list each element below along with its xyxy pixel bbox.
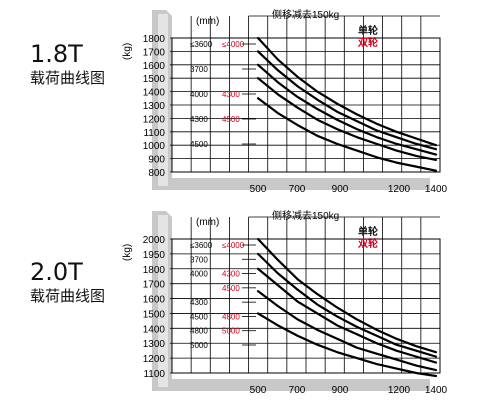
load-curve: [256, 312, 438, 378]
mast-height-single: 4300: [190, 115, 208, 124]
y-tick-label: 900: [148, 155, 165, 166]
mast-height-double: 4300: [222, 270, 240, 279]
y-tick-label: 1100: [143, 369, 165, 380]
panel-title: 2.0T: [30, 258, 83, 286]
y-tick-label: 1200: [143, 354, 166, 365]
mast-height-double: 5000: [222, 327, 240, 336]
y-unit-label: (kg): [122, 244, 133, 261]
load-curve: [256, 97, 438, 172]
mast-height-single: ≤3600: [190, 40, 213, 49]
load-curve: [256, 237, 438, 354]
x-tick-label: 700: [289, 184, 306, 195]
load-curve: [256, 290, 438, 372]
y-tick-label: 1700: [143, 280, 166, 291]
y-unit-label: (kg): [122, 43, 133, 60]
y-tick-label: 1700: [143, 47, 166, 58]
load-curve: [256, 63, 438, 156]
panel-label-1: 1.8T 载荷曲线图: [30, 40, 140, 88]
mast-height-single: 3700: [190, 255, 208, 264]
y-tick-label: 1100: [143, 128, 165, 139]
x-tick-label: 900: [332, 184, 349, 195]
y-tick-label: 1500: [143, 309, 166, 320]
panel-title: 1.8T: [30, 40, 83, 68]
y-tick-label: 1800: [143, 265, 166, 276]
x-tick-label: 900: [332, 385, 349, 396]
x-tick-label: 500: [250, 184, 267, 195]
x-tick-label: 1200: [388, 385, 411, 396]
y-tick-label: 1400: [143, 88, 166, 99]
x-tick-label: 500: [250, 385, 267, 396]
y-tick-label: 1000: [143, 141, 166, 152]
load-curve: [256, 267, 438, 364]
load-chart-1: 800 900 1000 1100 1200 1300 1400 1500 1600 1700 18…: [122, 8, 448, 195]
mast-height-single: ≤3600: [190, 241, 213, 250]
mast-height-single: 4500: [190, 140, 208, 149]
x-unit-label: (mm): [196, 217, 219, 228]
y-tick-label: 1800: [143, 34, 166, 45]
y-tick-label: 1300: [143, 339, 166, 350]
x-unit-label: (mm): [196, 16, 219, 27]
mast-height-double: 4500: [222, 115, 240, 124]
y-tick-label: 1950: [143, 250, 166, 261]
legend-entry: 双轮: [358, 36, 378, 49]
mast-height-double: 4800: [222, 312, 240, 321]
load-curve: [256, 252, 438, 358]
mast-height-single: 4300: [190, 298, 208, 307]
y-tick-label: 2000: [143, 235, 166, 246]
y-tick-label: 1600: [143, 61, 166, 72]
mast-height-single: 5000: [190, 341, 208, 350]
side-shift-note: 侧移减去150kg: [272, 8, 339, 21]
mast-height-double: 4500: [222, 284, 240, 293]
y-tick-label: 1500: [143, 74, 166, 85]
mast-frame-highlight: [158, 14, 168, 186]
legend-entry: 双轮: [358, 237, 378, 250]
load-curve: [256, 77, 438, 162]
mast-height-single: 4000: [190, 90, 208, 99]
y-tick-label: 1200: [143, 114, 166, 125]
side-shift-note: 侧移减去150kg: [272, 209, 339, 222]
x-tick-label: 700: [289, 385, 306, 396]
panel-subtitle: 载荷曲线图: [30, 69, 106, 87]
load-chart-2: 1100 1200 1300 1400 1500 1600 1700 1800 1950 2000…: [122, 209, 448, 396]
mast-height-single: 3700: [190, 65, 208, 74]
mast-height-single: 4000: [190, 270, 208, 279]
x-tick-label: 1200: [388, 184, 411, 195]
mast-height-double: ≤4000: [222, 241, 245, 250]
mast-frame-highlight: [158, 215, 168, 387]
mast-height-single: 4800: [190, 327, 208, 336]
legend-entry: 单轮: [358, 24, 378, 37]
mast-height-double: ≤4000: [222, 40, 245, 49]
mast-height-double: 4300: [222, 90, 240, 99]
x-tick-label: 1400: [425, 385, 448, 396]
x-tick-label: 1400: [425, 184, 448, 195]
load-curve: [256, 36, 438, 147]
panel-subtitle: 载荷曲线图: [30, 287, 106, 305]
y-tick-label: 1300: [143, 101, 166, 112]
load-curve: [256, 50, 438, 151]
mast-height-single: 4500: [190, 312, 208, 321]
panel-label-2: 2.0T 载荷曲线图: [30, 258, 140, 306]
y-tick-label: 1600: [143, 295, 166, 306]
y-tick-label: 1400: [143, 324, 166, 335]
y-tick-label: 800: [148, 168, 165, 179]
legend-entry: 单轮: [358, 225, 378, 238]
